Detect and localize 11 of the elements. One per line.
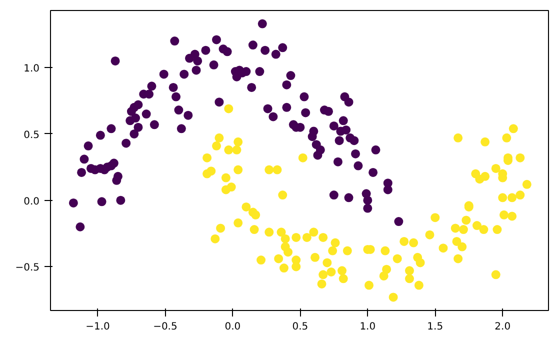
y-tick-label: −0.5 (15, 262, 40, 274)
x-tick-label: 0.0 (224, 322, 241, 332)
x-tick-label: −1.0 (86, 322, 110, 332)
y-tick-label: 0.5 (24, 130, 40, 141)
x-tick-label: 1.0 (360, 322, 376, 332)
y-tick-label: 0.0 (24, 196, 40, 208)
x-tick-label: 1.5 (427, 322, 444, 332)
x-tick-label: 2.0 (494, 322, 511, 332)
x-tick-label: −0.5 (153, 322, 178, 332)
y-tick-label: 1.0 (24, 64, 40, 75)
x-tick-label: 0.5 (292, 322, 308, 332)
